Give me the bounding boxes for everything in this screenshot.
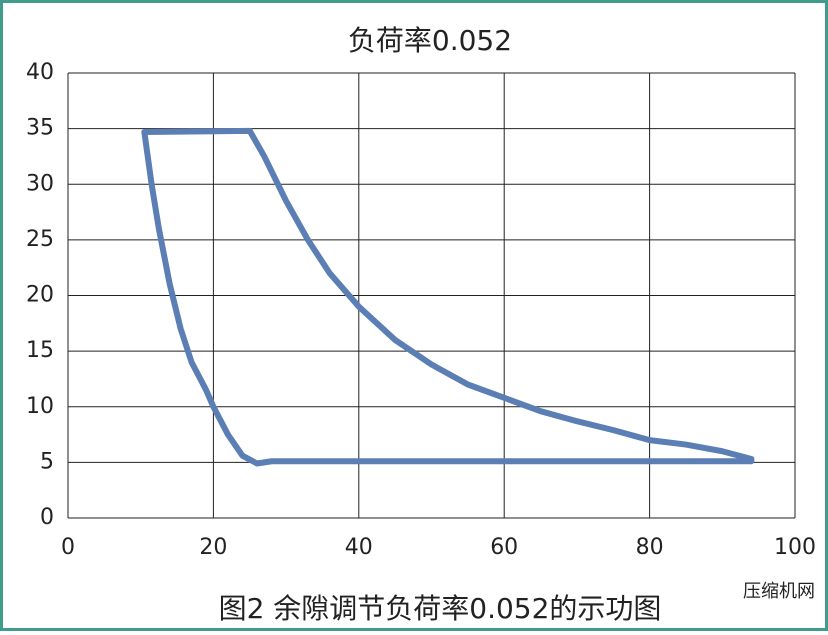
y-tick-label: 40 [26,60,54,85]
x-tick-label: 40 [345,535,373,560]
y-tick-label: 10 [26,394,54,419]
x-tick-label: 80 [636,535,664,560]
y-tick-label: 35 [26,116,54,141]
data-line [141,127,755,467]
y-tick-label: 15 [26,338,54,363]
y-tick-label: 25 [26,227,54,252]
y-tick-label: 0 [40,505,54,530]
y-tick-label: 30 [26,171,54,196]
y-tick-label: 20 [26,283,54,308]
x-tick-label: 60 [490,535,518,560]
x-tick-label: 20 [199,535,227,560]
watermark: 压缩机网 [743,581,815,602]
x-tick-label: 100 [774,535,816,560]
x-tick-label: 0 [61,535,75,560]
y-tick-label: 5 [40,449,54,474]
caption: 图2 余隙调节负荷率0.052的示功图 [219,592,662,625]
chart-title: 负荷率0.052 [348,24,512,57]
